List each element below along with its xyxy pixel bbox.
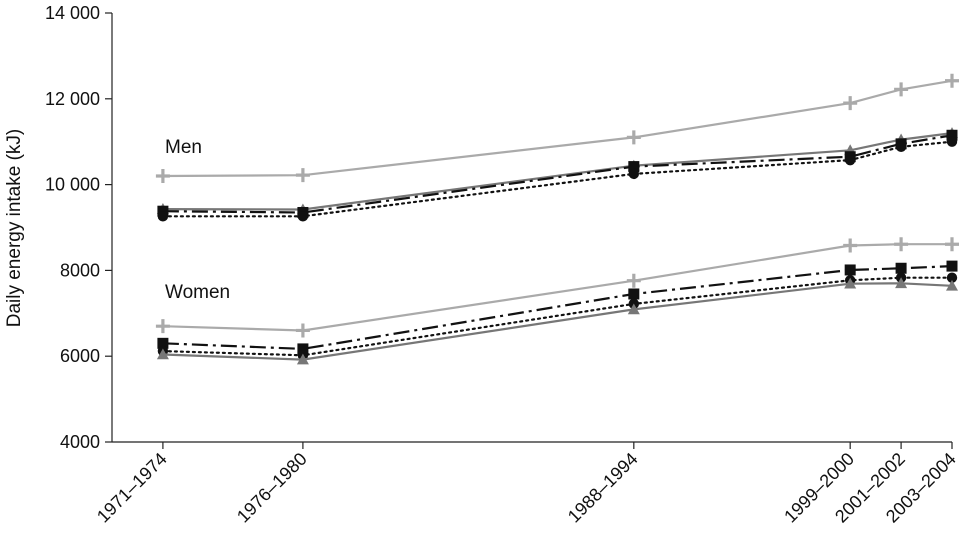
y-tick-label: 14 000 xyxy=(45,3,100,23)
series-line xyxy=(162,243,952,332)
data-point xyxy=(894,82,909,97)
series-line xyxy=(162,134,953,214)
data-point xyxy=(628,288,640,300)
women-label: Women xyxy=(165,282,230,303)
data-point xyxy=(844,264,856,276)
series-women-square xyxy=(157,260,958,355)
x-tick-label: 1988–1994 xyxy=(564,449,642,527)
data-point xyxy=(626,130,641,145)
y-tick-label: 10 000 xyxy=(45,175,100,195)
data-point xyxy=(843,96,858,111)
x-tick-label: 1976–1980 xyxy=(233,449,311,527)
series-women-triangle xyxy=(156,277,958,365)
y-tick-label: 4000 xyxy=(60,432,100,452)
data-point xyxy=(895,141,907,153)
data-point xyxy=(155,169,170,184)
series-line xyxy=(162,282,953,361)
data-point xyxy=(628,168,640,180)
y-tick-label: 12 000 xyxy=(45,89,100,109)
y-tick-label: 8000 xyxy=(60,260,100,280)
data-point xyxy=(627,303,640,315)
data-point xyxy=(843,238,858,253)
data-point xyxy=(626,273,641,288)
data-point xyxy=(844,277,857,289)
data-point xyxy=(894,237,909,252)
series-women-plus xyxy=(155,237,959,338)
data-point xyxy=(946,272,958,283)
series-line xyxy=(162,132,953,211)
series-line xyxy=(162,265,953,351)
data-point xyxy=(155,319,170,334)
data-point xyxy=(157,337,169,349)
x-tick-label: 1971–1974 xyxy=(93,449,171,527)
axes: 4000 6000 8000 10 000 12 000 14 000 1971–1974 1… xyxy=(45,3,960,527)
data-point xyxy=(295,168,310,183)
data-point xyxy=(844,154,856,166)
labels-layer: Daily energy intake (kJ) Men Women xyxy=(4,129,230,328)
series-line xyxy=(162,79,953,178)
series-men-circle xyxy=(157,136,958,222)
data-point xyxy=(296,353,309,365)
series-men-plus xyxy=(155,73,959,184)
data-point xyxy=(945,237,959,252)
y-tick-label: 6000 xyxy=(60,346,100,366)
y-axis-title: Daily energy intake (kJ) xyxy=(4,129,25,328)
data-point xyxy=(157,211,169,222)
data-point xyxy=(946,129,958,141)
data-point xyxy=(945,73,959,88)
data-point xyxy=(297,211,309,222)
data-point xyxy=(156,348,169,360)
series-layer xyxy=(155,73,959,365)
men-label: Men xyxy=(165,137,202,158)
series-men-triangle xyxy=(156,127,958,215)
data-point xyxy=(628,161,640,173)
data-point xyxy=(946,136,958,147)
data-point xyxy=(946,260,958,272)
data-point xyxy=(895,262,907,274)
series-line xyxy=(161,140,954,218)
data-point xyxy=(946,279,958,291)
series-line xyxy=(161,276,954,357)
data-point xyxy=(295,323,310,338)
series-men-square xyxy=(157,129,958,218)
data-point xyxy=(895,277,908,289)
data-point xyxy=(297,343,309,355)
